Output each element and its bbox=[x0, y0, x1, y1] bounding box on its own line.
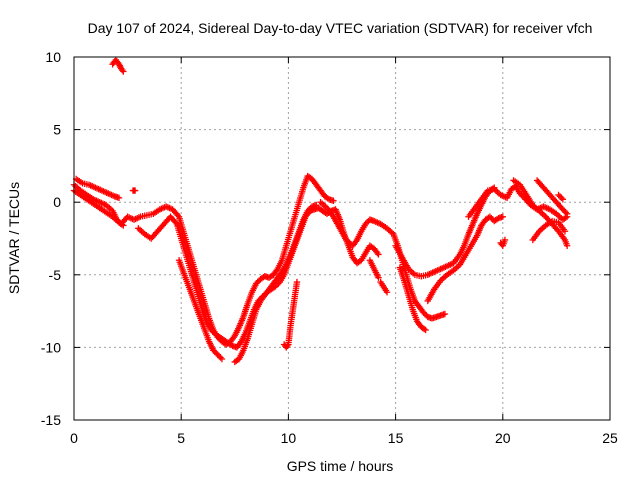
data-point bbox=[362, 220, 369, 228]
data-point bbox=[559, 206, 567, 213]
data-point bbox=[501, 236, 509, 244]
data-point bbox=[441, 310, 449, 318]
data-point bbox=[218, 355, 226, 363]
y-tick-label: -15 bbox=[41, 412, 61, 428]
x-axis-label: GPS time / hours bbox=[287, 458, 394, 474]
data-point bbox=[293, 278, 301, 286]
data-point bbox=[562, 209, 569, 216]
data-point bbox=[217, 354, 224, 361]
data-point bbox=[211, 348, 218, 355]
data-point bbox=[119, 66, 126, 74]
x-tick-label: 10 bbox=[281, 430, 297, 446]
data-point bbox=[214, 351, 221, 358]
data-point bbox=[422, 326, 429, 334]
data-point bbox=[561, 228, 569, 235]
x-tick-label: 0 bbox=[70, 430, 78, 446]
data-point bbox=[558, 194, 565, 202]
data-point bbox=[488, 214, 495, 222]
data-point bbox=[363, 219, 371, 226]
data-point bbox=[210, 347, 217, 354]
x-tick-label: 5 bbox=[177, 430, 185, 446]
y-tick-label: 10 bbox=[45, 49, 61, 65]
data-point bbox=[563, 210, 571, 218]
data-point bbox=[313, 201, 320, 209]
data-point bbox=[516, 190, 524, 197]
y-tick-labels: -15 -10 -5 0 5 10 bbox=[41, 49, 61, 428]
data-point bbox=[493, 215, 501, 223]
data-point bbox=[305, 206, 313, 213]
data-point bbox=[116, 62, 123, 69]
data-point bbox=[420, 325, 428, 333]
data-point bbox=[208, 326, 215, 334]
data-point bbox=[228, 341, 235, 349]
plot-frame bbox=[73, 56, 611, 421]
data-point bbox=[421, 310, 429, 318]
data-point bbox=[172, 219, 179, 226]
data-point bbox=[215, 352, 223, 360]
data-point bbox=[284, 342, 291, 350]
x-tick-label: 25 bbox=[602, 430, 618, 446]
data-point bbox=[420, 309, 427, 316]
data-point bbox=[561, 207, 568, 215]
data-point bbox=[118, 221, 126, 228]
data-point bbox=[486, 213, 494, 220]
y-tick-label: -5 bbox=[49, 267, 62, 283]
y-tick-label: 5 bbox=[53, 122, 61, 138]
data-point bbox=[120, 68, 127, 75]
data-point bbox=[277, 270, 285, 277]
series-group bbox=[70, 187, 382, 351]
data-point bbox=[304, 207, 311, 215]
data-point bbox=[556, 193, 564, 200]
data-point bbox=[330, 197, 337, 204]
data-point bbox=[174, 212, 181, 219]
data-points bbox=[70, 56, 571, 366]
x-tick-labels: 0 5 10 15 20 25 bbox=[70, 430, 618, 446]
x-tick-label: 15 bbox=[388, 430, 404, 446]
data-point bbox=[115, 61, 123, 68]
y-tick-label: -10 bbox=[41, 339, 61, 355]
chart-title: Day 107 of 2024, Sidereal Day-to-day VTE… bbox=[88, 20, 593, 36]
data-point bbox=[253, 280, 260, 287]
data-point bbox=[499, 213, 506, 220]
y-tick-label: 0 bbox=[53, 194, 61, 210]
data-point bbox=[120, 222, 127, 229]
data-point bbox=[375, 274, 382, 281]
data-point bbox=[383, 289, 391, 296]
data-point bbox=[374, 249, 381, 257]
series-group bbox=[465, 177, 571, 249]
data-point bbox=[254, 278, 261, 286]
x-tick-label: 20 bbox=[495, 430, 511, 446]
data-point bbox=[324, 195, 331, 202]
data-point bbox=[375, 251, 382, 258]
data-point bbox=[559, 196, 567, 203]
data-point bbox=[115, 194, 123, 202]
series-group bbox=[317, 199, 449, 334]
data-point bbox=[213, 350, 220, 357]
axis-ticks bbox=[73, 56, 611, 421]
data-point bbox=[209, 328, 216, 335]
data-point bbox=[555, 191, 562, 199]
data-point bbox=[131, 187, 139, 194]
y-axis-label: SDTVAR / TECUs bbox=[6, 182, 22, 294]
series-group bbox=[72, 56, 320, 366]
data-point bbox=[563, 242, 571, 249]
